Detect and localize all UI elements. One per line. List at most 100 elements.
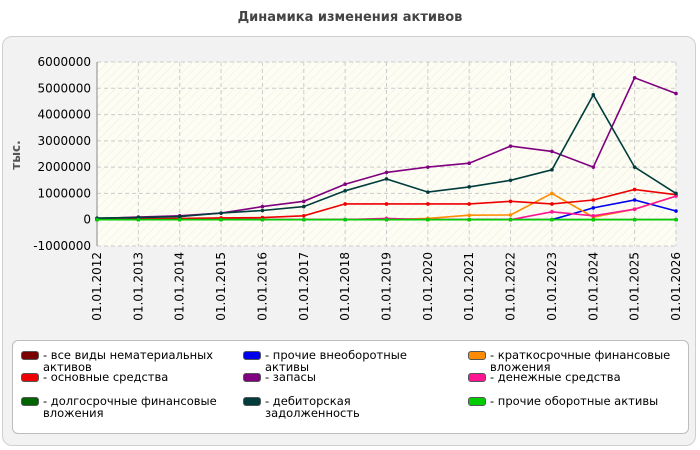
legend-swatch: [468, 397, 486, 406]
data-point: [426, 202, 430, 206]
x-tick-label: 01.01.2019: [380, 252, 394, 321]
legend-item: - дебиторская задолженность: [243, 395, 443, 419]
x-tick-label: 01.01.2017: [297, 252, 311, 321]
legend-label: - денежные средства: [490, 370, 621, 384]
data-point: [550, 149, 554, 154]
data-point: [508, 217, 513, 222]
y-tick-label: 3000000: [38, 134, 91, 148]
data-point: [384, 217, 389, 222]
x-tick-label: 01.01.2023: [545, 252, 559, 321]
data-point: [467, 185, 472, 189]
y-tick-label: 5000000: [38, 81, 91, 95]
data-point: [301, 199, 306, 204]
legend-label: - дебиторская задолженность: [265, 394, 360, 420]
legend-swatch: [243, 397, 261, 406]
y-tick-label: 2000000: [38, 160, 91, 174]
data-point: [467, 161, 472, 165]
data-point: [260, 217, 265, 222]
data-point: [384, 202, 389, 206]
data-point: [260, 208, 265, 213]
data-point: [343, 189, 347, 193]
data-point: [343, 217, 347, 222]
data-point: [632, 217, 637, 222]
data-point: [177, 214, 182, 219]
data-point: [508, 199, 513, 204]
x-tick-label: 01.01.2016: [255, 252, 269, 321]
data-point: [591, 213, 596, 218]
y-tick-label: -1000000: [33, 239, 91, 253]
data-point: [550, 191, 554, 196]
x-tick-label: 01.01.2015: [214, 252, 228, 321]
data-point: [550, 217, 554, 222]
x-tick-label: 01.01.2024: [586, 252, 600, 321]
data-point: [426, 165, 430, 169]
legend-item: - основные средства: [21, 371, 221, 383]
chart-legend: - все виды нематериальных активов - прочи…: [12, 340, 689, 434]
legend-label: - прочие оборотные активы: [490, 394, 659, 408]
data-point: [674, 194, 678, 198]
x-tick-label: 01.01.2020: [421, 252, 435, 321]
legend-label: - прочие внеоборотные активы: [265, 348, 407, 374]
legend-label: - долгосрочные финансовые вложения: [43, 394, 217, 420]
legend-item: - все виды нематериальных активов: [21, 349, 221, 373]
x-tick-label: 01.01.2013: [131, 252, 145, 321]
legend-item: - запасы: [243, 371, 443, 383]
data-point: [508, 178, 513, 183]
legend-label: - основные средства: [43, 370, 169, 384]
data-point: [426, 217, 430, 222]
legend-swatch: [468, 373, 486, 382]
data-point: [301, 217, 306, 222]
data-point: [219, 211, 223, 215]
y-tick-label: 1000000: [38, 186, 91, 200]
data-point: [136, 217, 141, 222]
x-tick-label: 01.01.2022: [504, 252, 518, 321]
y-tick-label: 6000000: [38, 55, 91, 69]
legend-item: - краткосрочные финансовые вложения: [468, 349, 678, 373]
data-point: [467, 202, 472, 206]
legend-item: - прочие внеоборотные активы: [243, 349, 443, 373]
legend-swatch: [243, 373, 261, 382]
legend-swatch: [21, 397, 39, 406]
legend-item: - прочие оборотные активы: [468, 395, 678, 407]
legend-swatch: [468, 351, 486, 360]
data-point: [632, 75, 637, 80]
x-tick-label: 01.01.2025: [628, 252, 642, 321]
data-point: [508, 144, 513, 148]
data-point: [384, 177, 389, 181]
legend-item: - денежные средства: [468, 371, 678, 383]
data-point: [632, 198, 637, 202]
legend-swatch: [21, 351, 39, 360]
data-point: [343, 202, 347, 206]
chart-title: Динамика изменения активов: [237, 10, 463, 25]
data-point: [384, 170, 389, 175]
data-point: [426, 190, 430, 194]
legend-swatch: [243, 351, 261, 360]
legend-item: - долгосрочные финансовые вложения: [21, 395, 221, 419]
data-point: [508, 213, 513, 217]
data-point: [260, 204, 265, 209]
y-tick-label: 4000000: [38, 108, 91, 122]
data-point: [301, 204, 306, 209]
data-point: [467, 213, 472, 218]
legend-label: - все виды нематериальных активов: [43, 348, 214, 374]
x-tick-label: 01.01.2018: [338, 252, 352, 321]
y-axis-label: тыс.: [9, 140, 23, 169]
data-point: [632, 187, 637, 192]
data-point: [591, 217, 596, 222]
data-point: [550, 210, 554, 214]
data-point: [674, 91, 678, 96]
data-point: [674, 209, 678, 213]
legend-swatch: [21, 373, 39, 382]
data-point: [591, 165, 596, 169]
x-tick-label: 01.01.2021: [462, 252, 476, 321]
data-point: [674, 217, 678, 222]
data-point: [219, 217, 223, 222]
data-point: [467, 217, 472, 222]
legend-label: - запасы: [265, 370, 316, 384]
data-point: [674, 191, 678, 196]
legend-label: - краткосрочные финансовые вложения: [490, 348, 671, 374]
data-point: [591, 198, 596, 202]
x-tick-label: 01.01.2014: [173, 252, 187, 321]
y-tick-label: 0: [83, 213, 91, 227]
